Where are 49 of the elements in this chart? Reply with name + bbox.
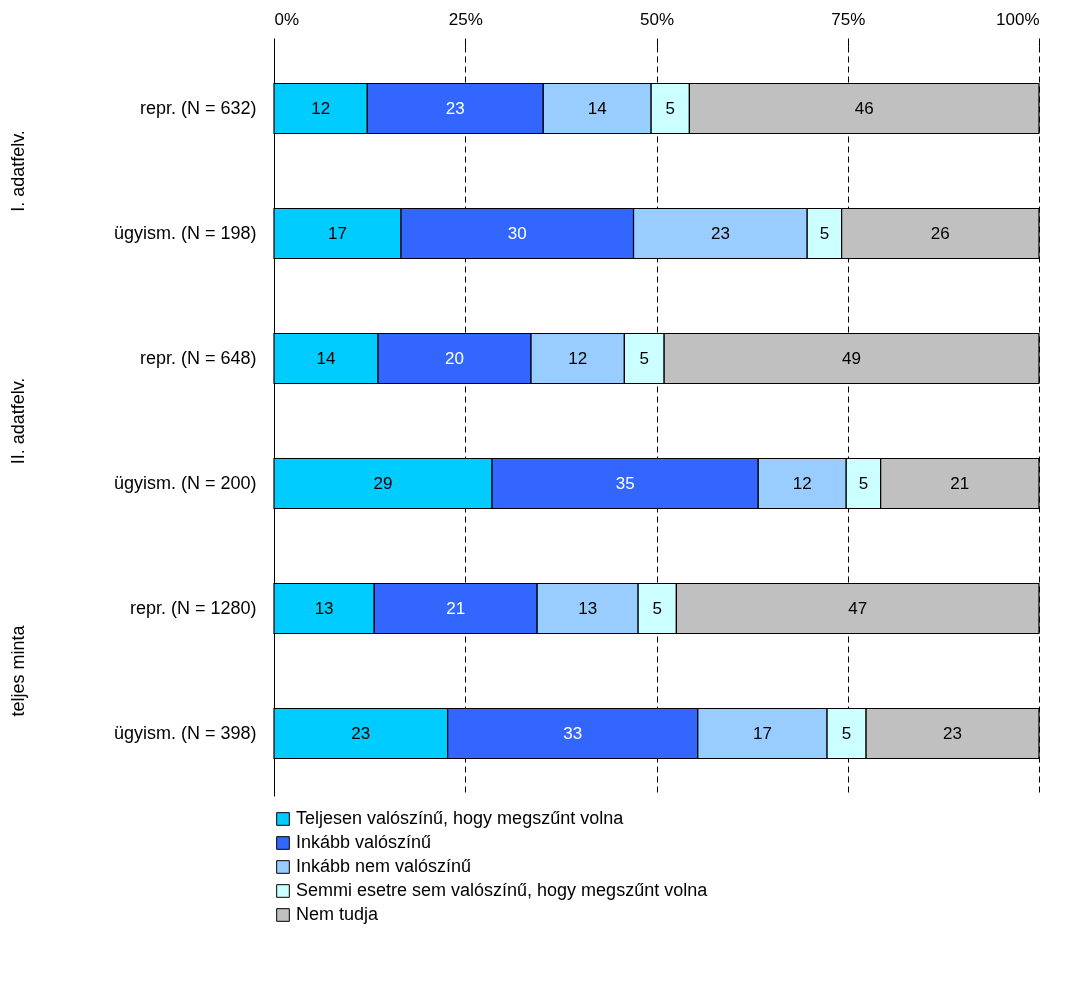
data-label: 46 xyxy=(854,98,874,118)
data-label: 47 xyxy=(848,598,868,618)
data-label: 35 xyxy=(615,473,635,493)
data-label: 12 xyxy=(792,473,812,493)
data-label: 21 xyxy=(446,598,466,618)
legend-label: Nem tudja xyxy=(296,904,380,924)
data-label: 23 xyxy=(943,723,963,743)
data-label: 5 xyxy=(819,223,830,243)
y-tick-label: ügyism. (N = 198) xyxy=(113,222,257,243)
data-label: 21 xyxy=(950,473,970,493)
text: teljes minta xyxy=(8,624,28,717)
x-tick-label: 75% xyxy=(831,9,866,29)
y-tick-label: repr. (N = 632) xyxy=(139,97,257,118)
x-tick-label: 50% xyxy=(639,9,675,29)
x-tick-label: 25% xyxy=(448,9,483,29)
y-tick-label: ügyism. (N = 200) xyxy=(113,472,257,493)
x-tick-label: 0% xyxy=(274,9,300,29)
data-label: 12 xyxy=(311,98,331,118)
data-label: 14 xyxy=(587,98,607,118)
data-label: 5 xyxy=(639,348,649,368)
data-label: 33 xyxy=(563,723,583,743)
legend-label: Teljesen valószínű, hogy megszűnt volna xyxy=(296,808,625,828)
data-label: 23 xyxy=(351,723,371,743)
data-label: 26 xyxy=(930,223,950,243)
data-label: 23 xyxy=(710,223,730,243)
data-label: 20 xyxy=(445,348,464,368)
data-label: 30 xyxy=(507,223,527,243)
data-label: 17 xyxy=(752,723,772,743)
data-label: 12 xyxy=(568,348,588,368)
text: I. adatfelv. xyxy=(8,130,28,212)
data-label: 29 xyxy=(373,473,393,493)
data-label: 23 xyxy=(445,98,465,118)
legend-label: Inkább valószínű xyxy=(296,832,432,852)
y-tick-label: ügyism. (N = 398) xyxy=(113,722,257,743)
data-label: 5 xyxy=(858,473,869,493)
text: II. adatfelv. xyxy=(8,377,28,465)
data-label: 13 xyxy=(578,598,598,618)
data-label: 13 xyxy=(314,598,334,618)
data-label: 5 xyxy=(665,98,675,118)
data-label: 5 xyxy=(841,723,852,743)
y-tick-label: repr. (N = 648) xyxy=(139,347,257,368)
x-tick-label: 100% xyxy=(996,9,1040,29)
data-label: 17 xyxy=(328,223,347,243)
data-label: 49 xyxy=(842,348,862,368)
legend-label: Semmi esetre sem valószínű, hogy megszűnt volna xyxy=(296,880,709,900)
data-label: 5 xyxy=(652,598,662,618)
legend-label: Inkább nem valószínű xyxy=(296,856,472,876)
data-label: 14 xyxy=(316,348,336,368)
y-tick-label: repr. (N = 1280) xyxy=(129,597,257,618)
